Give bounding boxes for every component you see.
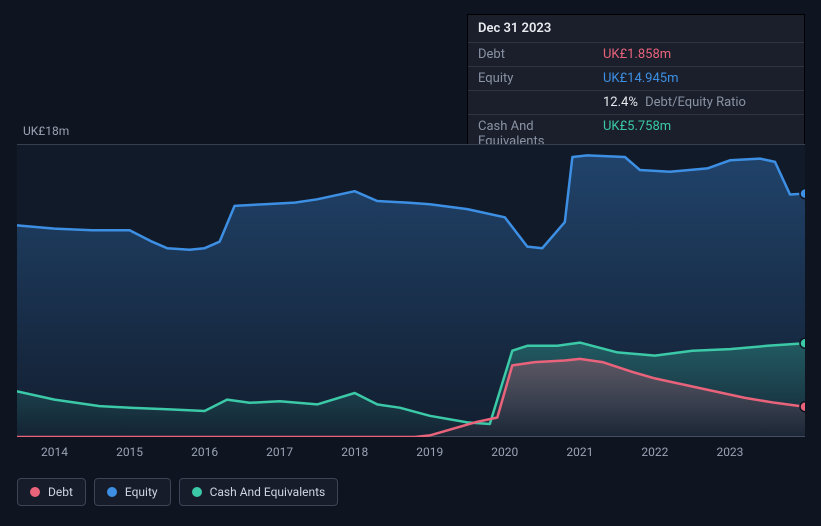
legend-label: Cash And Equivalents — [210, 485, 326, 499]
tooltip-value: UK£14.945m — [603, 71, 794, 86]
tooltip-label: Debt — [478, 47, 603, 62]
legend-label: Debt — [48, 485, 73, 499]
legend-swatch-cash — [192, 487, 202, 497]
legend-swatch-debt — [30, 487, 40, 497]
tooltip-label: Equity — [478, 71, 603, 86]
tooltip-row-debt: Debt UK£1.858m — [468, 43, 804, 67]
x-axis-labels: 2014 2015 2016 2017 2018 2019 2020 2021 2022 2023 — [17, 445, 805, 465]
legend-label: Equity — [125, 485, 158, 499]
ratio-value: 12.4% — [603, 95, 638, 110]
tooltip-title: Dec 31 2023 — [468, 15, 804, 43]
x-tick-label: 2021 — [566, 445, 593, 459]
tooltip-row-equity: Equity UK£14.945m — [468, 67, 804, 91]
legend-item-debt[interactable]: Debt — [17, 478, 86, 506]
x-tick-label: 2014 — [41, 445, 68, 459]
chart-plot[interactable] — [17, 144, 805, 437]
tooltip-row-ratio: 12.4% Debt/Equity Ratio — [468, 91, 804, 115]
chart-svg — [17, 144, 805, 437]
x-tick-label: 2023 — [716, 445, 743, 459]
legend-swatch-equity — [107, 487, 117, 497]
tooltip-value: UK£1.858m — [603, 47, 794, 62]
y-axis-top-label: UK£18m — [23, 124, 69, 138]
x-tick-label: 2015 — [116, 445, 143, 459]
tooltip-label — [478, 95, 603, 110]
legend-item-equity[interactable]: Equity — [94, 478, 171, 506]
x-tick-label: 2017 — [266, 445, 293, 459]
x-tick-label: 2022 — [641, 445, 668, 459]
ratio-suffix: Debt/Equity Ratio — [645, 95, 746, 110]
legend: Debt Equity Cash And Equivalents — [17, 478, 338, 506]
legend-item-cash[interactable]: Cash And Equivalents — [179, 478, 339, 506]
x-tick-label: 2019 — [416, 445, 443, 459]
x-tick-label: 2018 — [341, 445, 368, 459]
x-tick-label: 2020 — [491, 445, 518, 459]
tooltip-value: 12.4% Debt/Equity Ratio — [603, 95, 794, 110]
x-tick-label: 2016 — [191, 445, 218, 459]
chart-tooltip: Dec 31 2023 Debt UK£1.858m Equity UK£14.… — [467, 14, 805, 154]
